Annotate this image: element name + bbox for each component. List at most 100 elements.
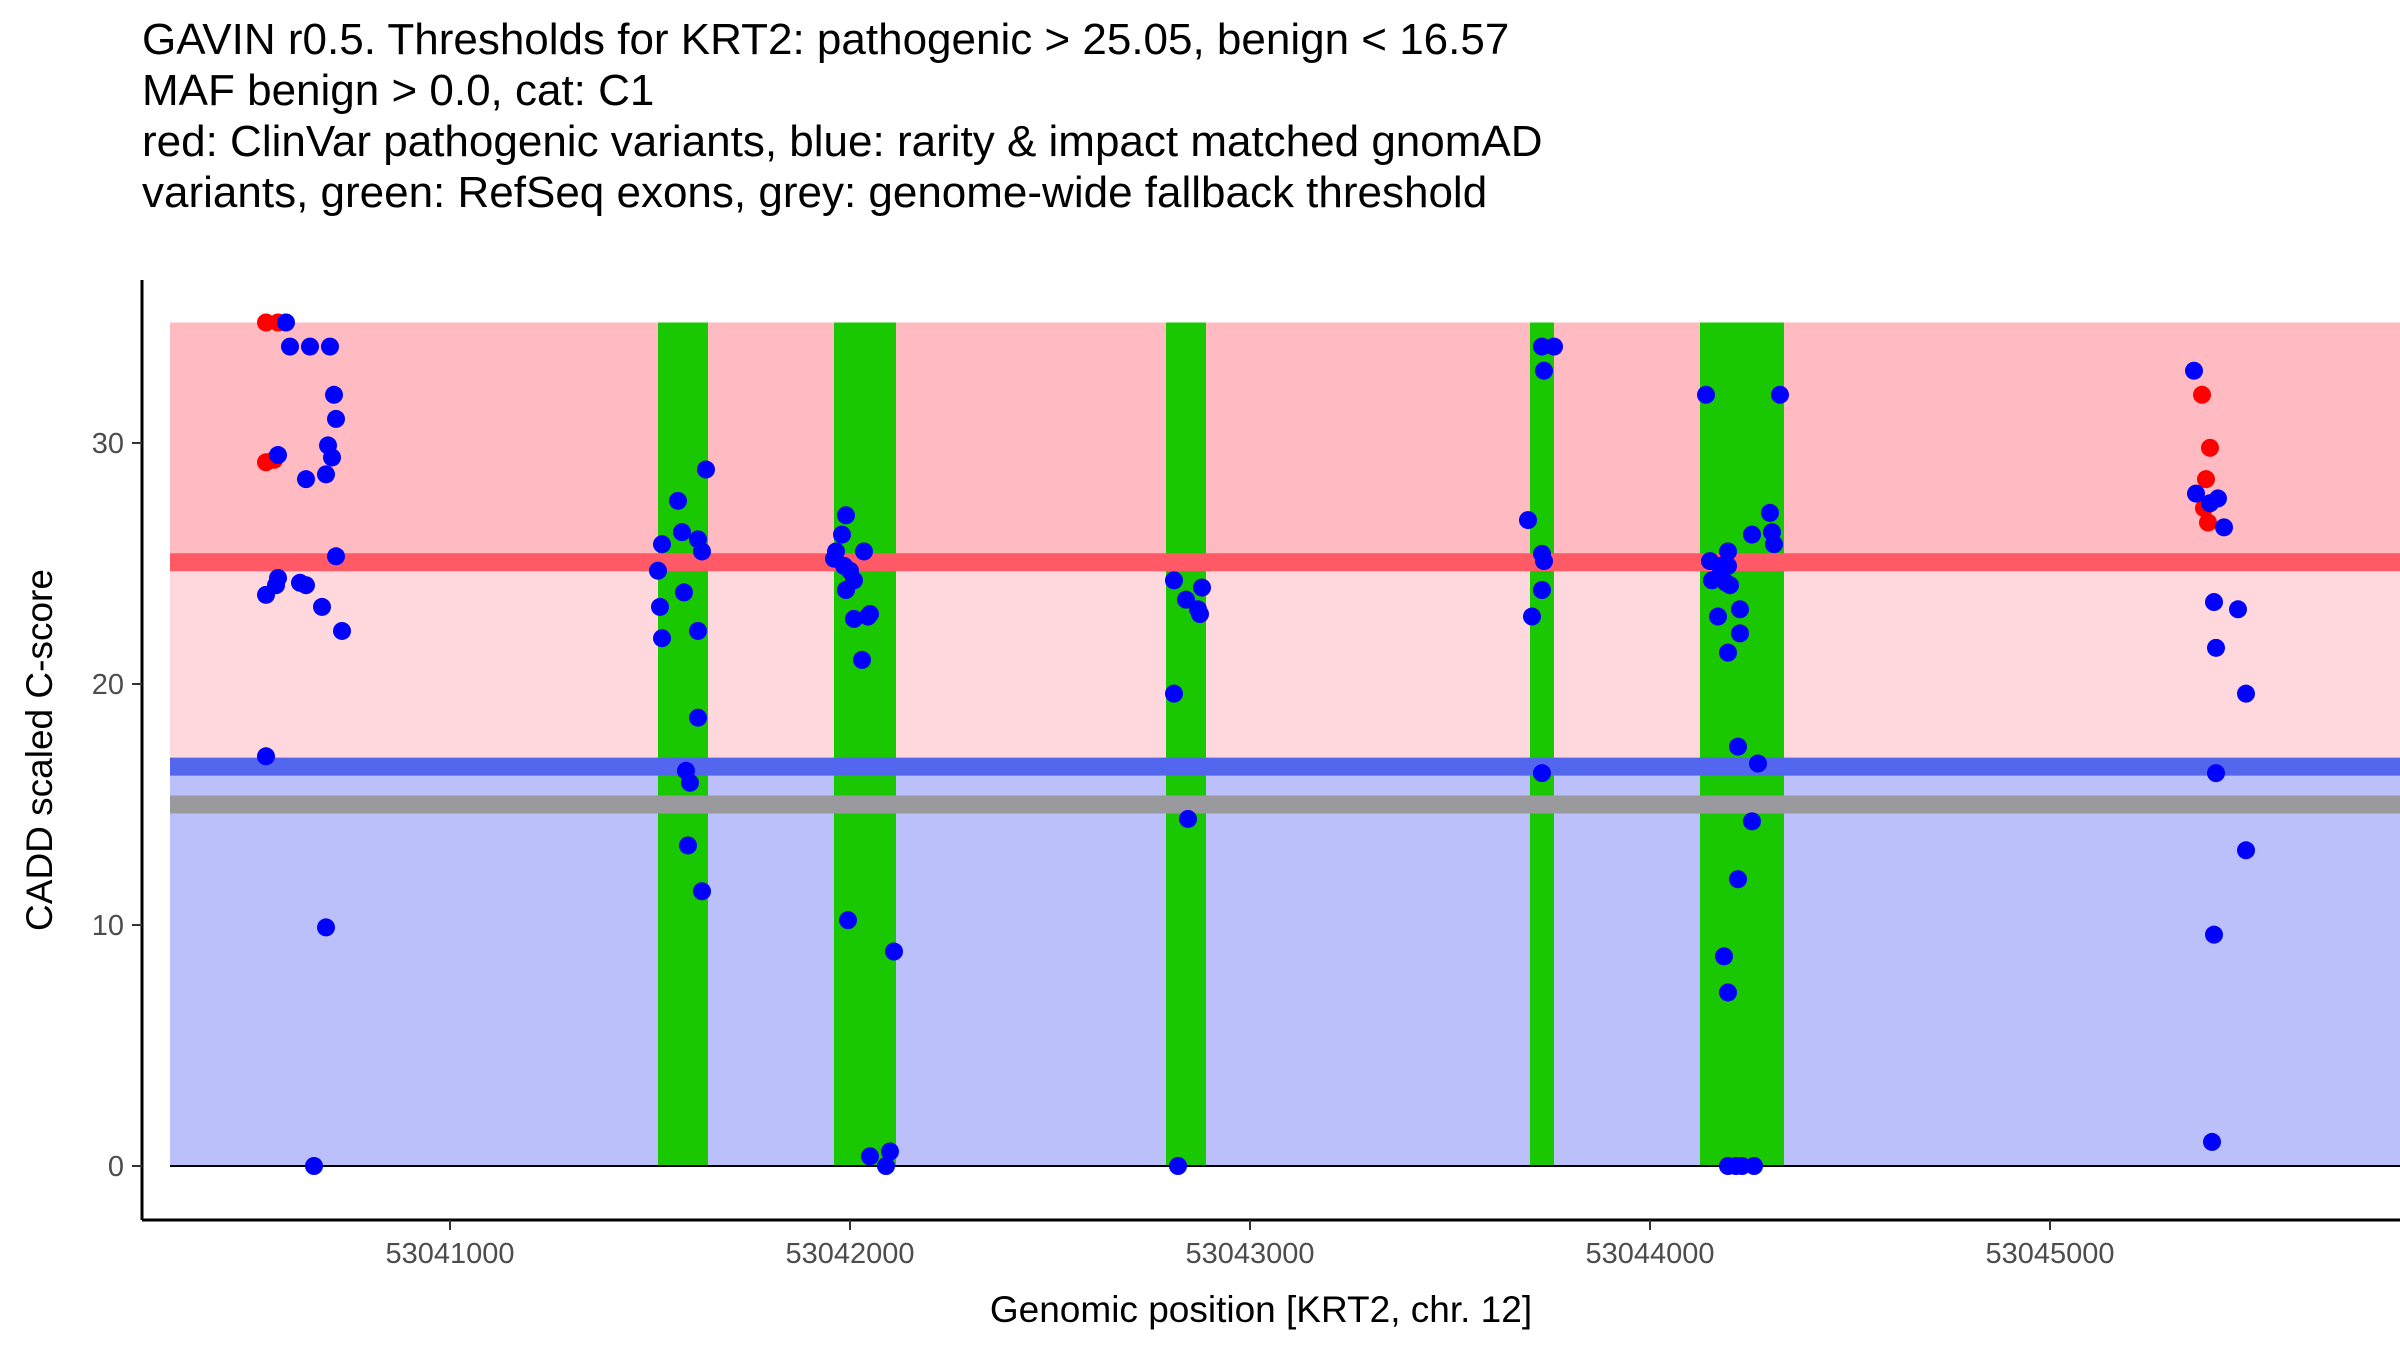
gnomad-point	[853, 650, 871, 669]
chart-title: GAVIN r0.5. Thresholds for KRT2: pathoge…	[142, 14, 1543, 218]
gnomad-point	[1169, 1157, 1187, 1175]
gnomad-point	[861, 1147, 879, 1166]
exon-bar	[1530, 322, 1554, 1166]
gnomad-point	[2207, 764, 2225, 783]
gnomad-point	[321, 337, 339, 356]
title-line-4: variants, green: RefSeq exons, grey: gen…	[142, 168, 1488, 217]
gnomad-point	[277, 313, 295, 332]
gnomad-point	[885, 942, 903, 961]
gnomad-point	[653, 535, 671, 554]
gnomad-point	[1719, 542, 1737, 561]
gnomad-point	[297, 576, 315, 595]
y-tick-label: 0	[108, 1151, 124, 1183]
y-tick-label: 10	[92, 910, 124, 942]
y-tick-label: 30	[92, 428, 124, 460]
gnomad-point	[269, 446, 287, 465]
gnomad-point	[1761, 503, 1779, 522]
gnomad-point	[1523, 607, 1541, 626]
y-axis-title: CADD scaled C-score	[19, 569, 60, 931]
clinvar-point	[2197, 470, 2215, 489]
gnomad-point	[1731, 624, 1749, 643]
gnomad-point	[257, 747, 275, 766]
gnomad-point	[881, 1142, 899, 1161]
gnomad-point	[1535, 361, 1553, 380]
gnomad-point	[855, 542, 873, 561]
gnomad-point	[1709, 607, 1727, 626]
gnomad-point	[301, 337, 319, 356]
gnomad-point	[1771, 385, 1789, 404]
gnomad-point	[2237, 841, 2255, 860]
gnomad-point	[1179, 809, 1197, 828]
gnomad-point	[837, 506, 855, 525]
gnomad-point	[673, 523, 691, 542]
gnomad-point	[1165, 571, 1183, 590]
gnomad-point	[281, 337, 299, 356]
gnomad-point	[681, 773, 699, 792]
gnomad-point	[877, 1157, 895, 1175]
gnomad-point	[693, 882, 711, 901]
gnomad-point	[333, 621, 351, 640]
gnomad-point	[1745, 1157, 1763, 1175]
threshold-lines	[170, 553, 2400, 814]
gnomad-point	[679, 836, 697, 855]
gnomad-point	[1533, 764, 1551, 783]
gnomad-point	[1715, 947, 1733, 966]
gnomad-point	[2209, 489, 2227, 508]
gnomad-point	[1177, 590, 1195, 609]
gnomad-point	[297, 470, 315, 489]
gnomad-point	[1191, 605, 1209, 624]
x-tick-label: 53044000	[1585, 1238, 1714, 1270]
gnomad-point	[1545, 337, 1563, 356]
uncertain-zone	[170, 562, 2400, 767]
gnomad-point	[325, 385, 343, 404]
x-axis-title: Genomic position [KRT2, chr. 12]	[990, 1289, 1532, 1330]
gnomad-point	[1743, 525, 1761, 544]
y-ticks: 0 10 20 30	[92, 428, 142, 1183]
x-tick-label: 53041000	[385, 1238, 514, 1270]
gnomad-point	[845, 609, 863, 628]
exon-bar	[658, 322, 708, 1166]
gnomad-point	[649, 561, 667, 580]
gnomad-point	[1719, 556, 1737, 575]
gnomad-point	[327, 409, 345, 428]
gnomad-point	[313, 597, 331, 616]
gnomad-point	[2215, 518, 2233, 537]
gnomad-point	[2205, 593, 2223, 612]
benign-zone	[170, 766, 2400, 1166]
gnomad-point	[1749, 754, 1767, 773]
exon-bar	[1166, 322, 1206, 1166]
gnomad-point	[2205, 925, 2223, 944]
gnomad-point	[653, 629, 671, 648]
gnomad-point	[1721, 576, 1739, 595]
clinvar-point	[2199, 513, 2217, 532]
gnomad-point	[317, 918, 335, 937]
gnomad-point	[1697, 385, 1715, 404]
gnomad-point	[305, 1157, 323, 1175]
gnomad-point	[1719, 983, 1737, 1002]
gnomad-point	[689, 708, 707, 727]
gnomad-point	[693, 542, 711, 561]
gnomad-point	[1535, 552, 1553, 571]
gnomad-point	[1729, 737, 1747, 756]
gnomad-point	[1731, 600, 1749, 619]
gnomad-point	[2237, 684, 2255, 703]
clinvar-point	[2193, 385, 2211, 404]
gnomad-point	[675, 583, 693, 602]
gnomad-point	[267, 576, 285, 595]
gnomad-point	[833, 525, 851, 544]
data-points	[257, 313, 2255, 1175]
gnomad-point	[1193, 578, 1211, 597]
gnomad-point	[1533, 581, 1551, 600]
threshold-regions	[170, 322, 2400, 1166]
gnomad-point	[2185, 361, 2203, 380]
gnomad-point	[697, 460, 715, 479]
gnomad-point	[839, 911, 857, 930]
pathogenic-zone	[170, 322, 2400, 563]
gnomad-point	[2187, 484, 2205, 503]
gnomad-point	[2229, 600, 2247, 619]
gnomad-point	[1765, 535, 1783, 554]
gnomad-point	[2207, 638, 2225, 657]
axes: 53041000 53042000 53043000 53044000 53045000…	[92, 280, 2400, 1270]
gnomad-point	[837, 581, 855, 600]
title-line-3: red: ClinVar pathogenic variants, blue: …	[142, 117, 1543, 166]
